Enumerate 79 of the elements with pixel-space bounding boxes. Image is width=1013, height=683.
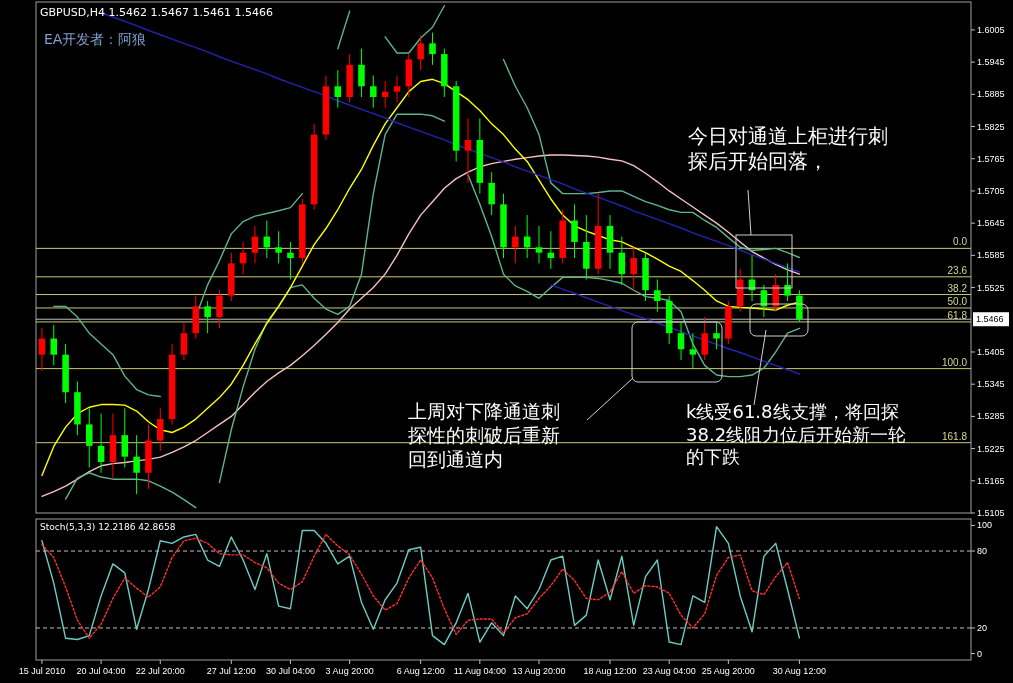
- chart-title: GBPUSD,H4 1.5462 1.5467 1.5461 1.5466: [40, 6, 273, 19]
- candlestick: [429, 32, 436, 66]
- candlestick: [275, 230, 282, 264]
- annotation: 今日对通道上柜进行刺探后开始回落，: [688, 124, 888, 173]
- y-tick-label: 1.5105: [977, 508, 1005, 518]
- y-tick-label: 0: [977, 648, 983, 659]
- y-tick-label: 1.5945: [977, 57, 1005, 68]
- candlestick: [488, 171, 495, 216]
- y-tick-label: 1.5765: [977, 153, 1005, 164]
- candlestick: [796, 289, 803, 323]
- candlestick: [417, 34, 424, 71]
- y-tick-label: 100: [977, 520, 993, 531]
- annotation: 100.0: [941, 356, 968, 368]
- y-tick-label: 1.5705: [977, 185, 1005, 196]
- x-tick-label: 25 Aug 20:00: [701, 666, 755, 676]
- annotation: 161.8: [941, 430, 968, 442]
- candlestick: [630, 246, 637, 291]
- ref-line-label: 1.5466: [976, 314, 1004, 325]
- annotation: 0.0: [953, 236, 968, 248]
- y-tick-label: 1.5225: [977, 443, 1005, 454]
- candlestick: [50, 324, 58, 366]
- annotation: 38.2: [947, 282, 968, 294]
- x-tick-label: 30 Aug 12:00: [772, 666, 826, 676]
- candlestick: [713, 321, 720, 350]
- x-tick-label: 6 Aug 12:00: [396, 666, 445, 676]
- y-tick-label: 1.5645: [977, 218, 1005, 229]
- annotation: 上周对下降通道刺探性的刺破后重新回到通道内: [408, 400, 560, 470]
- chart-title: Stoch(5,3,3) 12.2186 42.8658: [40, 522, 176, 532]
- y-tick-label: 1.5405: [977, 346, 1005, 357]
- candlestick: [535, 225, 543, 264]
- candlestick: [86, 407, 93, 468]
- annotation: 61.8: [947, 309, 968, 321]
- candlestick: [689, 332, 697, 369]
- candlestick: [133, 434, 140, 495]
- candlestick: [216, 289, 223, 329]
- x-tick-label: 20 Jul 04:00: [76, 666, 126, 676]
- x-tick-label: 15 Jul 2010: [18, 666, 66, 676]
- y-tick-label: 1.6005: [977, 24, 1005, 35]
- x-tick-label: 27 Jul 12:00: [206, 666, 256, 676]
- y-tick-label: 1.5825: [977, 121, 1005, 132]
- x-tick-label: 22 Jul 20:00: [135, 666, 185, 676]
- candlestick: [334, 69, 342, 109]
- x-tick-label: 18 Aug 12:00: [583, 666, 637, 676]
- annotation: EA开发者：阿狼: [44, 31, 147, 47]
- candlestick: [358, 48, 365, 98]
- candlestick: [38, 327, 46, 372]
- x-tick-label: 13 Aug 20:00: [512, 666, 566, 676]
- annotation: 23.6: [947, 264, 968, 276]
- candlestick: [204, 300, 211, 334]
- candlestick: [97, 413, 105, 474]
- candlestick: [571, 203, 578, 259]
- candlestick: [287, 241, 294, 281]
- candlestick: [654, 279, 661, 313]
- y-tick-label: 20: [977, 622, 988, 633]
- candlestick: [464, 117, 472, 184]
- y-tick-label: 80: [977, 546, 988, 557]
- candlestick: [251, 225, 259, 264]
- x-tick-label: 3 Aug 20:00: [325, 666, 374, 676]
- candlestick: [618, 236, 626, 286]
- y-tick-label: 1.5285: [977, 411, 1005, 422]
- y-tick-label: 1.5345: [977, 379, 1005, 390]
- candlestick: [677, 321, 685, 361]
- annotation: k线受61.8线支撑，将回探38.2线阻力位后开始新一轮的下跌: [686, 401, 907, 467]
- x-tick-label: 11 Aug 04:00: [453, 666, 507, 676]
- candlestick: [512, 225, 519, 264]
- candlestick: [370, 75, 377, 109]
- candlestick: [180, 321, 188, 361]
- candlestick: [121, 407, 129, 468]
- y-tick-label: 1.5885: [977, 89, 1005, 100]
- annotation: 50.0: [947, 295, 968, 307]
- y-tick-label: 1.5525: [977, 282, 1005, 293]
- x-tick-label: 30 Jul 04:00: [265, 666, 315, 676]
- candlestick: [701, 316, 708, 361]
- x-tick-label: 23 Aug 04:00: [642, 666, 696, 676]
- line-series: [550, 284, 801, 375]
- candlestick: [393, 75, 401, 103]
- candlestick: [157, 407, 164, 452]
- y-tick-label: 1.5165: [977, 475, 1005, 486]
- y-tick-label: 1.5585: [977, 250, 1005, 261]
